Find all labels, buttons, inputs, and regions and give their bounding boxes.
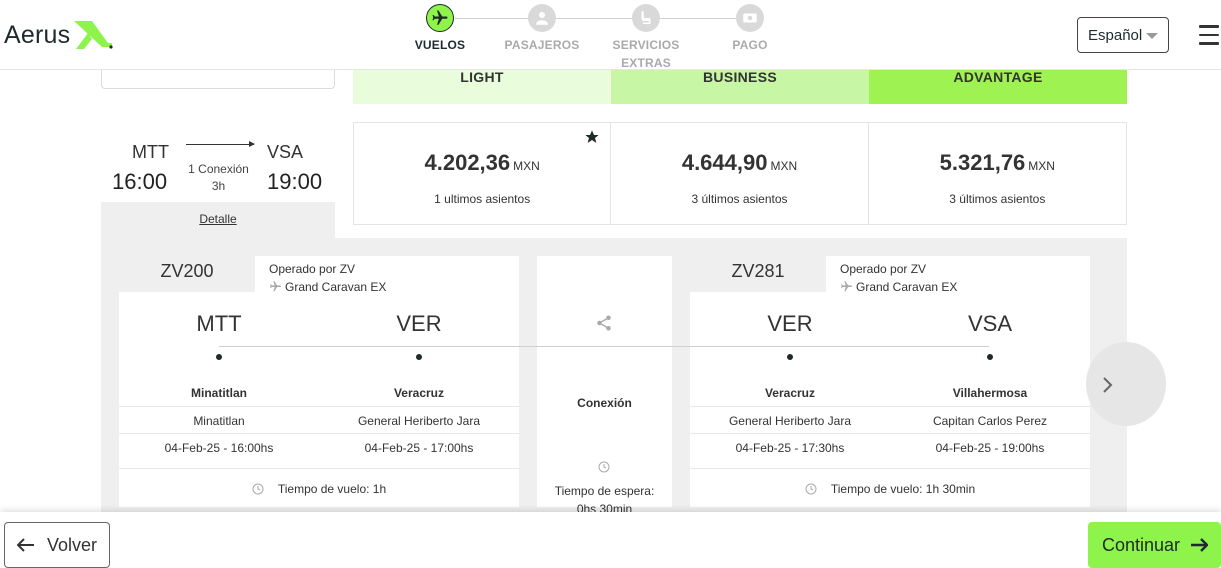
route-dot [987, 354, 993, 360]
seats-remaining: 3 últimos asientos [949, 192, 1046, 206]
trip-duration: 3h [211, 179, 226, 193]
arrival-time: 19:00 [267, 169, 323, 194]
airport-name: Minatitlan [119, 406, 319, 434]
clock-icon [598, 461, 610, 473]
step-label: PAGO [732, 38, 768, 52]
step-pasajeros[interactable]: PASAJEROS [492, 4, 592, 54]
step-vuelos[interactable]: VUELOS [390, 4, 490, 54]
route-dot [216, 354, 222, 360]
segment-card: ZV200 Operado por ZV Grand Caravan EX MT… [119, 256, 519, 507]
airport-code: VSA [967, 311, 1013, 336]
airport-name: General Heriberto Jara [690, 406, 890, 434]
continue-button[interactable]: Continuar [1088, 522, 1221, 568]
route-line [219, 346, 989, 347]
share-icon [597, 315, 611, 331]
aircraft-type: Grand Caravan EX [285, 280, 387, 294]
datetime: 04-Feb-25 - 17:00hs [364, 441, 474, 455]
step-label: SERVICIOS EXTRAS [612, 38, 680, 70]
connection-label: Conexión [577, 396, 632, 410]
clock-icon [805, 483, 817, 495]
plane-icon [841, 281, 852, 292]
datetime: 04-Feb-25 - 16:00hs [164, 441, 274, 455]
operator-info: Operado por ZV Grand Caravan EX [840, 260, 957, 296]
airport-name: Capitan Carlos Perez [890, 406, 1090, 434]
star-icon [585, 130, 599, 143]
city-name: Villahermosa [952, 386, 1028, 400]
logo[interactable]: Aerus [4, 19, 114, 51]
plane-icon [270, 281, 281, 292]
fare-option-advantage[interactable]: 5.321,76 MXN 3 últimos asientos [869, 123, 1126, 224]
step-servicios-extras[interactable]: SERVICIOS EXTRAS [596, 4, 696, 72]
flight-number: ZV281 [690, 256, 826, 292]
connections-count: 1 Conexión [188, 162, 249, 176]
seat-icon [632, 4, 660, 32]
back-button[interactable]: Volver [4, 522, 110, 568]
language-value: Español [1088, 26, 1143, 44]
airport-code: VER [396, 311, 442, 336]
logo-text: Aerus [4, 20, 71, 49]
city-name: Veracruz [764, 386, 816, 400]
arrow-right-icon [1191, 538, 1209, 552]
clock-icon [252, 483, 264, 495]
footer-bar: Volver Continuar [0, 512, 1221, 568]
datetime: 04-Feb-25 - 19:00hs [935, 441, 1045, 455]
arrow-left-icon [17, 538, 34, 552]
flight-time: Tiempo de vuelo: 1h [119, 482, 519, 496]
aircraft-type: Grand Caravan EX [856, 280, 958, 294]
airport-code: MTT [196, 311, 242, 336]
continue-label: Continuar [1102, 534, 1181, 555]
route-dot [787, 354, 793, 360]
steps-connector [455, 18, 755, 19]
seats-remaining: 3 últimos asientos [691, 192, 788, 206]
connection-card: Conexión Tiempo de espera: 0hs 30min [537, 256, 672, 516]
aircraft-row: Grand Caravan EX [840, 278, 957, 296]
flight-number: ZV200 [119, 256, 255, 292]
chevron-down-icon [1146, 33, 1158, 39]
divider [119, 468, 519, 469]
fare-option-light[interactable]: 4.202,36 MXN 1 ultimos asientos [354, 123, 612, 224]
back-label: Volver [47, 534, 98, 555]
departure-time: 16:00 [112, 169, 168, 194]
datetime: 04-Feb-25 - 17:30hs [735, 441, 845, 455]
detail-link[interactable]: Detalle [199, 212, 237, 226]
operator-info: Operado por ZV Grand Caravan EX [269, 260, 386, 296]
logo-mark-icon [74, 21, 113, 49]
language-select[interactable]: Español [1077, 17, 1169, 53]
next-arrow-button[interactable] [1086, 342, 1166, 426]
operated-by: Operado por ZV [840, 262, 927, 276]
user-icon [528, 4, 556, 32]
airplane-icon [426, 4, 454, 32]
aircraft-row: Grand Caravan EX [269, 278, 386, 296]
fare-prices: 4.202,36 MXN 1 ultimos asientos 4.644,90 M… [353, 122, 1127, 225]
destination-code: VSA [267, 142, 304, 162]
money-icon [736, 4, 764, 32]
hamburger-menu-icon[interactable] [1199, 25, 1219, 51]
route-dot [416, 354, 422, 360]
divider [690, 468, 1090, 469]
flight-summary: MTT VSA 16:00 1 Conexión 3h 19:00 Detall… [101, 122, 335, 238]
connection-info: 1 Conexión 3h [181, 161, 256, 195]
fare-amount: 4.202,36 MXN [424, 150, 540, 175]
airport-code: VER [767, 311, 813, 336]
operated-by: Operado por ZV [269, 262, 356, 276]
airport-name: General Heriberto Jara [319, 406, 519, 434]
fare-amount: 4.644,90 MXN [681, 150, 798, 175]
fare-option-business[interactable]: 4.644,90 MXN 3 últimos asientos [611, 123, 869, 224]
segment-card: ZV281 Operado por ZV Grand Caravan EX VE… [690, 256, 1090, 507]
step-label: PASAJEROS [504, 38, 580, 52]
origin-code: MTT [132, 142, 169, 162]
fare-amount: 5.321,76 MXN [939, 150, 1055, 175]
header: Aerus VUELOS PASAJEROS SERVICIOS EXTRAS [0, 0, 1221, 70]
detail-bar: Detalle [101, 202, 335, 238]
flight-time: Tiempo de vuelo: 1h 30min [690, 482, 1090, 496]
city-name: Veracruz [393, 386, 445, 400]
city-name: Minatitlan [191, 386, 247, 400]
step-pago[interactable]: PAGO [700, 4, 800, 54]
route-arrow-icon [186, 141, 255, 147]
chevron-right-icon [1103, 377, 1113, 393]
flight-detail-panel: ZV200 Operado por ZV Grand Caravan EX MT… [101, 238, 1127, 516]
progress-steps: VUELOS PASAJEROS SERVICIOS EXTRAS PAGO [395, 4, 795, 70]
seats-remaining: 1 ultimos asientos [434, 192, 531, 206]
step-label: VUELOS [414, 38, 466, 52]
